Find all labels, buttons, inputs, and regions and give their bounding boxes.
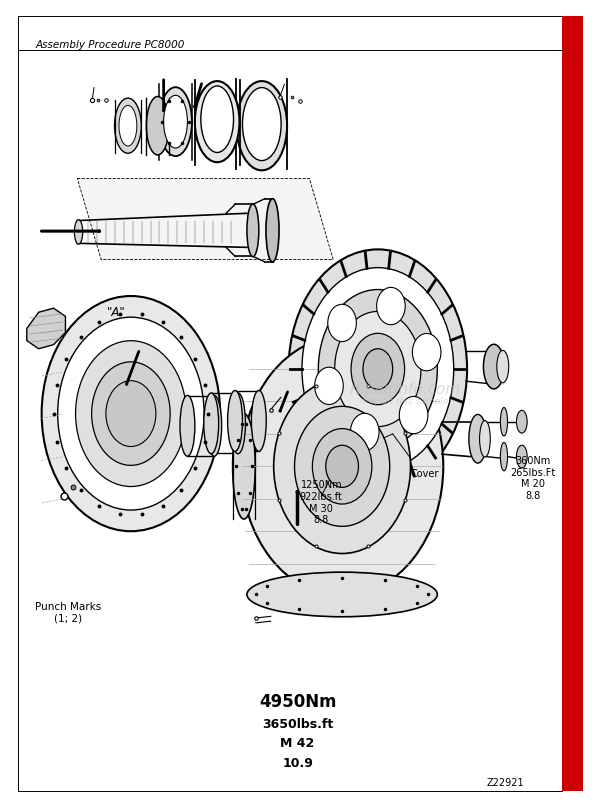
Ellipse shape xyxy=(412,333,441,371)
Ellipse shape xyxy=(318,290,437,448)
Ellipse shape xyxy=(500,443,508,470)
Ellipse shape xyxy=(58,317,204,510)
Ellipse shape xyxy=(119,105,137,146)
Ellipse shape xyxy=(42,296,220,531)
Text: 1250Nm
922lbs.ft
M 30
8.8: 1250Nm 922lbs.ft M 30 8.8 xyxy=(300,480,343,526)
Ellipse shape xyxy=(516,445,527,468)
Ellipse shape xyxy=(233,414,255,519)
Ellipse shape xyxy=(247,573,437,616)
Ellipse shape xyxy=(377,287,405,324)
Ellipse shape xyxy=(363,349,393,389)
Ellipse shape xyxy=(328,304,356,341)
Ellipse shape xyxy=(483,344,505,388)
Ellipse shape xyxy=(326,445,358,487)
Ellipse shape xyxy=(164,96,187,148)
Ellipse shape xyxy=(230,393,246,454)
Ellipse shape xyxy=(266,199,279,262)
Ellipse shape xyxy=(237,81,287,170)
Ellipse shape xyxy=(302,268,454,470)
Ellipse shape xyxy=(315,367,343,405)
Ellipse shape xyxy=(180,396,195,456)
Ellipse shape xyxy=(203,393,219,454)
Ellipse shape xyxy=(247,204,259,256)
Ellipse shape xyxy=(295,406,390,526)
Ellipse shape xyxy=(516,410,527,433)
Ellipse shape xyxy=(500,408,508,436)
Ellipse shape xyxy=(274,379,411,553)
Ellipse shape xyxy=(74,220,83,244)
Text: "A": "A" xyxy=(107,306,126,319)
Ellipse shape xyxy=(227,390,243,451)
Ellipse shape xyxy=(399,397,428,434)
Text: 10.9: 10.9 xyxy=(282,757,313,770)
Text: 360Nm
265lbs.Ft
M 20
8.8: 360Nm 265lbs.Ft M 20 8.8 xyxy=(510,456,555,501)
Text: Assembly Procedure PC8000: Assembly Procedure PC8000 xyxy=(36,40,185,49)
Ellipse shape xyxy=(351,333,405,405)
Text: Cover: Cover xyxy=(411,470,439,479)
Ellipse shape xyxy=(497,350,509,383)
Ellipse shape xyxy=(312,428,372,504)
Ellipse shape xyxy=(106,380,156,447)
Text: Z22921: Z22921 xyxy=(487,778,525,787)
Ellipse shape xyxy=(289,250,467,488)
Ellipse shape xyxy=(159,88,192,156)
Text: 4950Nm: 4950Nm xyxy=(259,693,336,710)
Bar xyxy=(562,16,583,791)
Ellipse shape xyxy=(334,311,421,427)
Polygon shape xyxy=(77,178,333,260)
Ellipse shape xyxy=(243,88,281,161)
Ellipse shape xyxy=(480,420,490,457)
Ellipse shape xyxy=(201,86,233,152)
Ellipse shape xyxy=(76,341,186,487)
Ellipse shape xyxy=(241,337,443,596)
Ellipse shape xyxy=(195,81,239,162)
Ellipse shape xyxy=(146,97,169,155)
Polygon shape xyxy=(27,308,65,349)
Ellipse shape xyxy=(92,362,170,466)
Ellipse shape xyxy=(350,414,379,451)
Text: Punch Marks
(1; 2): Punch Marks (1; 2) xyxy=(35,602,102,623)
Ellipse shape xyxy=(251,390,267,451)
Ellipse shape xyxy=(469,414,487,463)
Text: M 42: M 42 xyxy=(280,737,315,750)
Text: 3650lbs.ft: 3650lbs.ft xyxy=(262,718,333,731)
Text: only on this sample: only on this sample xyxy=(361,397,449,406)
Ellipse shape xyxy=(207,396,221,456)
Text: repairinfo.com: repairinfo.com xyxy=(349,382,460,397)
Ellipse shape xyxy=(114,98,142,153)
